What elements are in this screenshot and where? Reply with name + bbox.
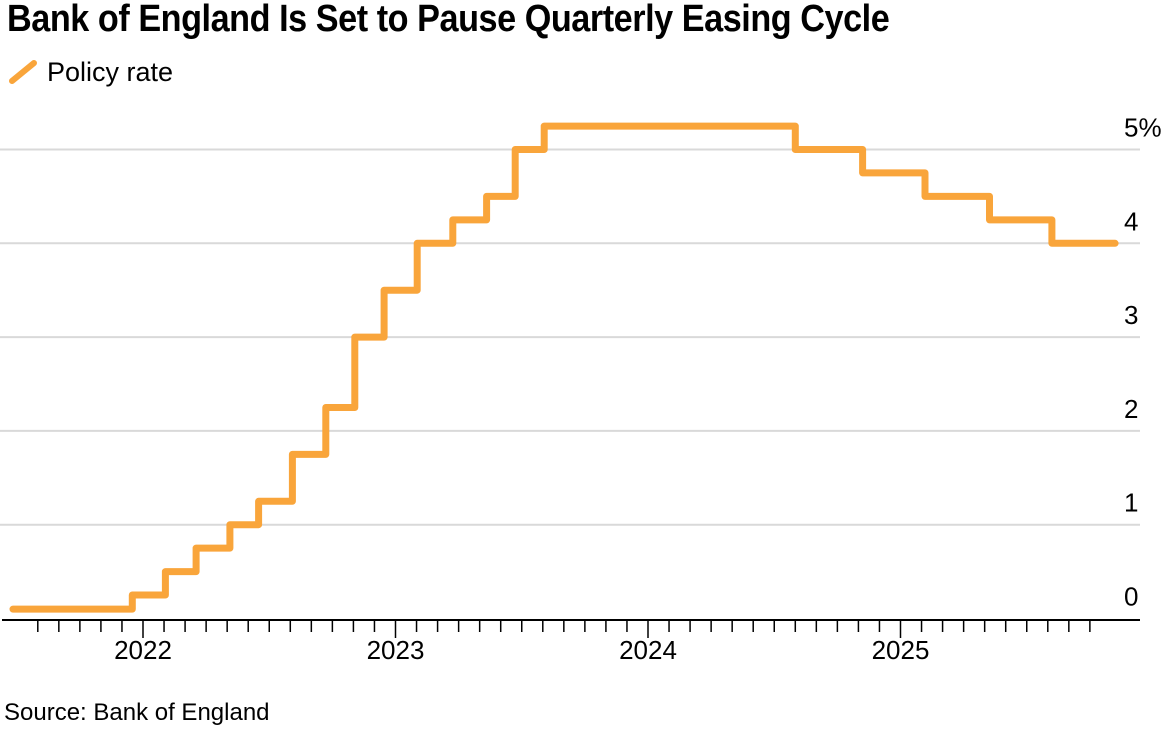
y-axis-label: 0	[1124, 582, 1138, 612]
x-year-label: 2023	[367, 635, 425, 665]
y-axis-label: 2	[1124, 394, 1138, 424]
legend-line-icon	[9, 60, 37, 84]
legend-label: Policy rate	[47, 57, 174, 87]
y-axis-label: 4	[1124, 206, 1138, 236]
x-year-label: 2022	[114, 635, 172, 665]
policy-rate-line	[9, 122, 1119, 613]
x-year-label: 2024	[619, 635, 677, 665]
y-axis-label: 5%	[1124, 113, 1162, 143]
policy-rate-chart: 0 1 2 3 4 5% 2022 2023 2024 2025	[0, 113, 1162, 665]
legend: Policy rate	[8, 57, 173, 87]
chart-title: Bank of England Is Set to Pause Quarterl…	[7, 0, 890, 40]
source-note: Source: Bank of England	[4, 699, 270, 726]
y-axis-label: 3	[1124, 300, 1138, 330]
y-axis-label: 1	[1124, 488, 1138, 518]
x-year-label: 2025	[872, 635, 930, 665]
